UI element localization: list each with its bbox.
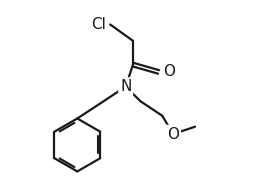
Text: O: O — [167, 127, 179, 141]
Text: Cl: Cl — [91, 17, 106, 32]
Text: N: N — [120, 79, 131, 94]
Text: O: O — [163, 64, 175, 79]
